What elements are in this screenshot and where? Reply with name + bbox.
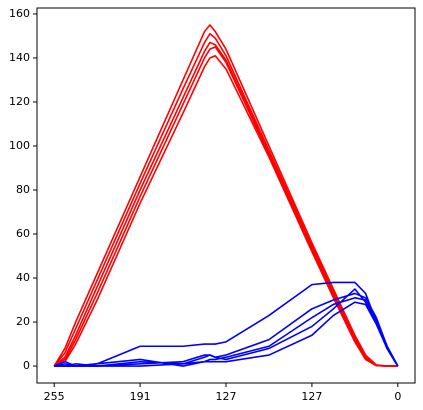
y-tick-label: 120: [9, 95, 30, 108]
series-line: [53, 41, 398, 367]
y-tick-label: 100: [9, 139, 30, 152]
series-line: [54, 292, 399, 367]
series-line: [54, 301, 399, 367]
x-tick-label: 127: [301, 390, 322, 403]
x-tick-label: 255: [44, 390, 65, 403]
x-tick-label: 127: [216, 390, 237, 403]
y-tick-label: 60: [16, 227, 30, 240]
y-tick-label: 20: [16, 315, 30, 328]
y-tick-label: 40: [16, 271, 30, 284]
x-tick-label: 0: [394, 390, 401, 403]
plot-frame: [36, 7, 416, 384]
y-tick-label: 0: [23, 359, 30, 372]
series-line: [53, 24, 398, 367]
y-tick-label: 80: [16, 183, 30, 196]
x-tick-label: 191: [130, 390, 151, 403]
y-tick-label: 160: [9, 7, 30, 20]
y-tick-label: 140: [9, 51, 30, 64]
series-line: [53, 54, 398, 367]
